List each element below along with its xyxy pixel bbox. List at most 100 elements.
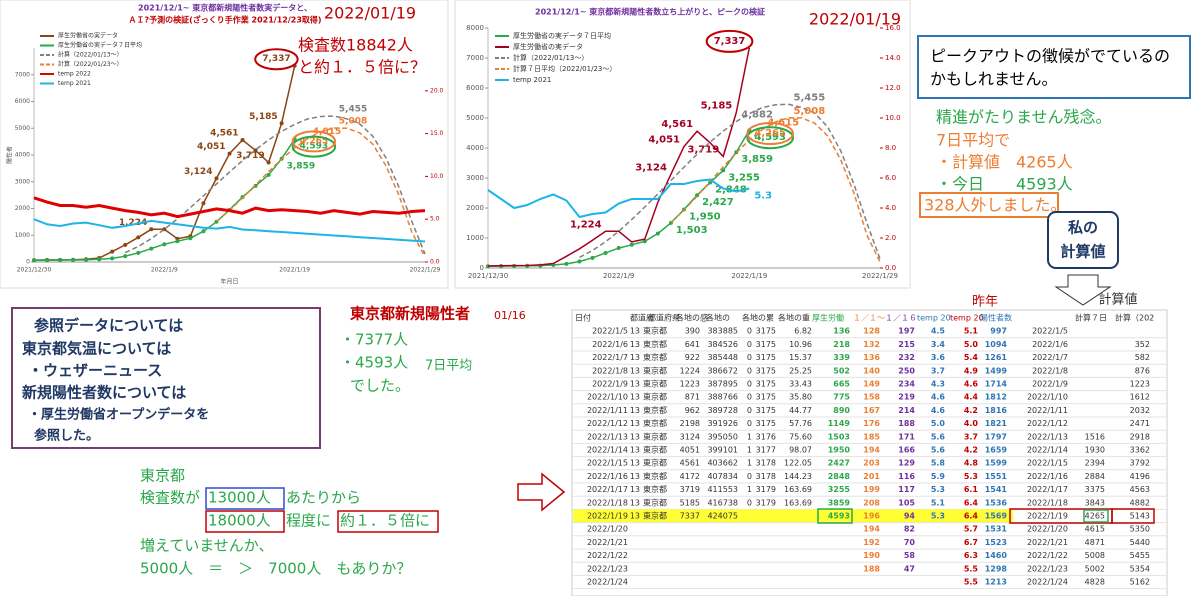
table-header: 都道府: [630, 313, 654, 323]
table-cell: 10.96: [789, 340, 812, 349]
table-cell: 33.43: [789, 380, 812, 389]
point: [616, 246, 621, 251]
data-label: 3,255: [728, 172, 760, 183]
table-cell: 1599: [985, 459, 1008, 468]
y2-tick-label: 0.0: [885, 264, 896, 272]
table-cell: 25.25: [789, 366, 812, 375]
table-cell: 2022/1/22: [1027, 551, 1068, 560]
table-cell: 13: [630, 353, 640, 362]
table-cell: 158: [863, 393, 880, 402]
table-cell: 2022/1/9: [1032, 380, 1068, 389]
y-tick-label: 7000: [466, 54, 484, 62]
legend-label: 計算（2022/01/23～）: [58, 60, 123, 68]
data-label: 4,561: [661, 119, 693, 130]
point: [162, 242, 167, 247]
table-cell: 4.3: [931, 380, 945, 389]
cell-highlight: [1083, 509, 1109, 523]
table-cell: 東京都: [643, 445, 667, 455]
data-label: 4,051: [197, 142, 225, 152]
point: [214, 176, 219, 181]
data-label: 5,185: [701, 100, 733, 111]
table-cell: 5.3: [931, 485, 945, 494]
right-panel: [454, 0, 911, 289]
table-cell: 東京都: [643, 511, 667, 521]
table-cell: 5455: [1130, 551, 1150, 560]
y-tick-label: 4000: [466, 144, 484, 152]
tests-text: 程度に: [286, 512, 331, 530]
table-cell: 2022/1/16: [1027, 472, 1068, 481]
data-label: 4,265: [754, 128, 786, 139]
table-cell: 188: [898, 419, 915, 428]
table-cell: 3175: [756, 327, 776, 336]
table-cell: 192: [863, 538, 880, 547]
y2-tick-label: 0.0: [430, 259, 440, 266]
tests-text: 13000人: [208, 489, 271, 507]
reference-box: [11, 307, 321, 449]
table-cell: 389728: [707, 406, 738, 415]
point: [149, 227, 154, 232]
table-cell: 1094: [985, 340, 1008, 349]
x-tick-label: 2022/1/29: [862, 272, 898, 280]
data-label: 5.3: [754, 191, 772, 202]
table-cell: 6.82: [794, 327, 812, 336]
table-cell: 185: [863, 432, 880, 441]
table-cell: 13: [630, 406, 640, 415]
data-label: 1,224: [119, 218, 147, 228]
y-tick-label: 2000: [466, 204, 484, 212]
table-cell: 58: [904, 551, 916, 560]
table-cell: 13: [630, 432, 640, 441]
table-cell: 502: [833, 366, 850, 375]
table-cell: 190: [863, 551, 880, 560]
tests-text: 検査数が: [140, 489, 200, 507]
positives-text: 7日平均: [425, 359, 472, 374]
table-cell: 2022/1/16: [587, 472, 628, 481]
table-cell: 2022/1/14: [1027, 446, 1068, 455]
tests-text: あたりから: [286, 489, 361, 507]
y2-tick-label: 14.0: [885, 54, 901, 62]
table-cell: 2022/1/5: [592, 327, 628, 336]
point: [175, 239, 180, 244]
table-cell: 5.1: [964, 327, 979, 336]
table-cell: 2022/1/24: [587, 578, 628, 587]
point: [266, 160, 271, 165]
series-line: [579, 103, 881, 260]
cell-highlight: [817, 508, 853, 524]
table-cell: 5.3: [931, 512, 945, 521]
table-cell: 1714: [985, 380, 1008, 389]
table-cell: 4.0: [964, 419, 979, 428]
data-label: 4,615: [313, 127, 341, 137]
table-cell: 166: [898, 446, 915, 455]
table-cell: 1499: [985, 366, 1008, 375]
table-cell: 1551: [985, 472, 1008, 481]
legend-label: 厚生労働省の実データ７日平均: [58, 41, 142, 49]
table-cell: 1569: [985, 512, 1008, 521]
y-tick-label: 8000: [466, 24, 484, 32]
table-cell: 1812: [985, 393, 1007, 402]
table-cell: 214: [898, 406, 915, 415]
table-cell: 194: [863, 446, 880, 455]
table-cell: 2198: [680, 419, 700, 428]
tests-text: 約１．５倍に: [340, 512, 430, 530]
data-label: 5,008: [794, 106, 826, 117]
point: [642, 239, 647, 244]
table-cell: 7337: [680, 512, 700, 521]
table-cell: 3.6: [931, 353, 946, 362]
reference-text: 東京都気温については: [22, 340, 171, 358]
x-tick-label: 2022/1/9: [603, 272, 634, 280]
point: [266, 172, 271, 177]
table-cell: 1523: [985, 538, 1007, 547]
data-label: 4,593: [754, 132, 786, 143]
table-header: 厚生労働: [812, 313, 844, 323]
table-cell: 2022/1/9: [592, 380, 628, 389]
point: [110, 249, 115, 254]
highlight-ellipse: [291, 130, 337, 153]
table-cell: 3843: [1085, 498, 1105, 507]
table-cell: 922: [685, 353, 700, 362]
point: [123, 254, 128, 259]
table-cell: 2022/1/18: [1027, 498, 1068, 507]
calc-label: 計算値: [1098, 292, 1137, 308]
table-cell: 東京都: [643, 484, 667, 494]
point: [136, 250, 141, 255]
legend-label: 計算７日平均（2022/01/23～）: [513, 64, 616, 73]
table-cell: 962: [685, 406, 700, 415]
